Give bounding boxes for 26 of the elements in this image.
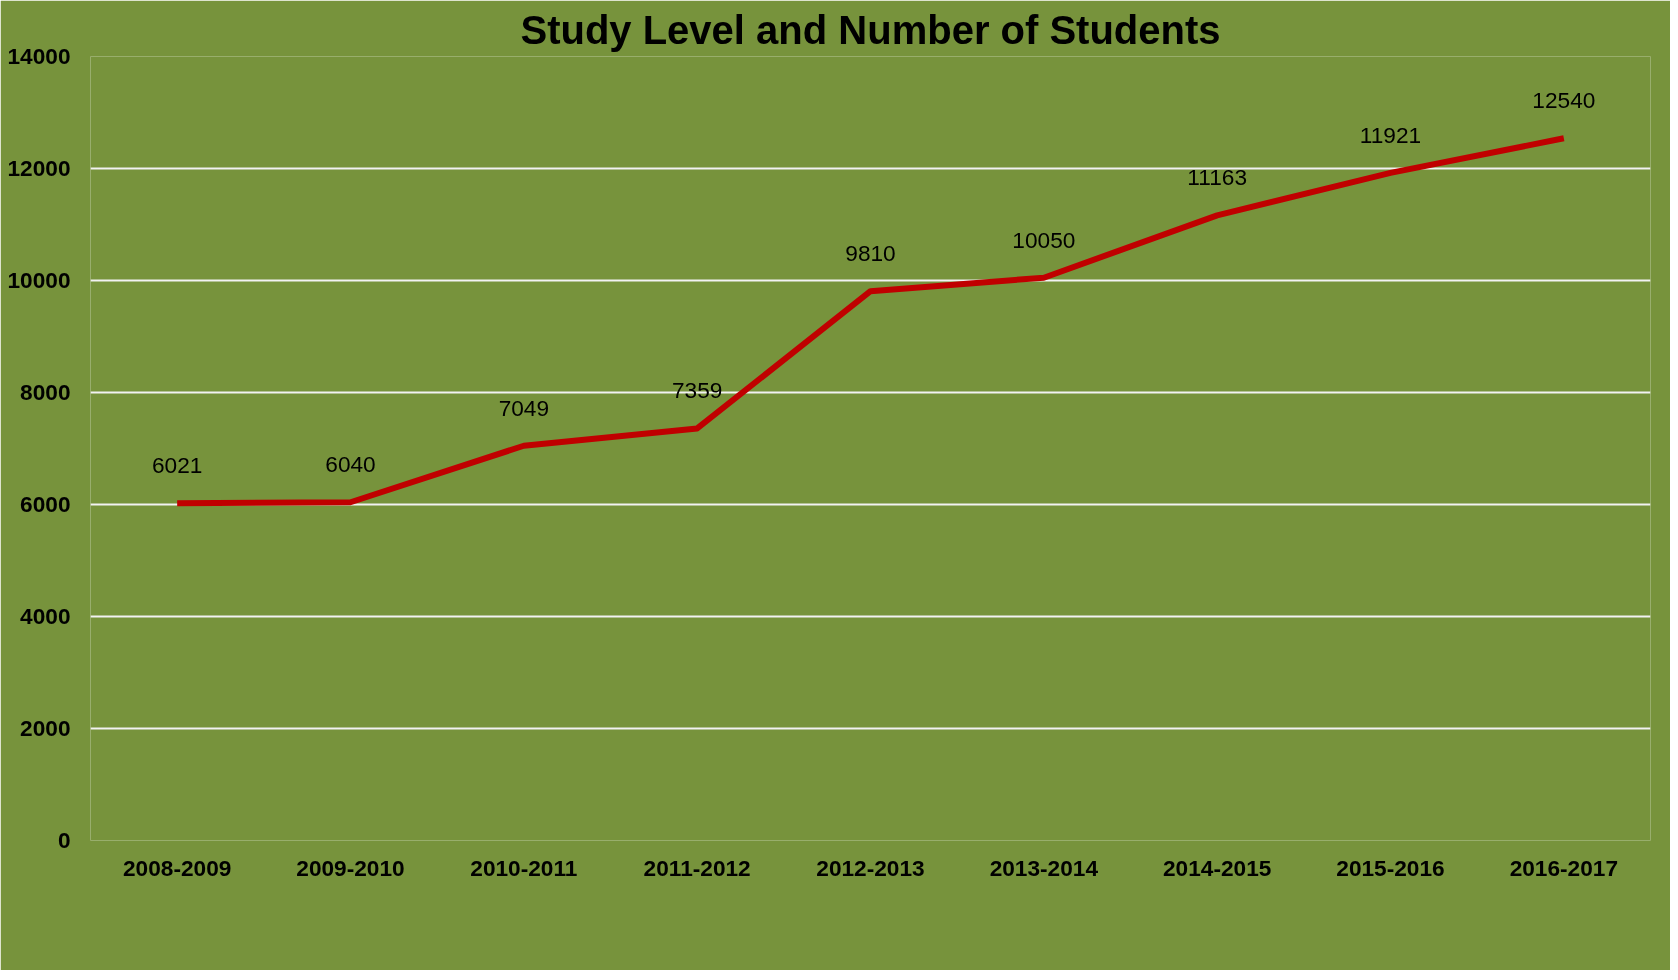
y-tick-label: 14000 <box>7 43 71 69</box>
y-tick-label: 8000 <box>20 379 71 405</box>
x-tick-label: 2014-2015 <box>1162 854 1272 881</box>
y-tick-label: 0 <box>57 827 71 853</box>
y-tick-label: 4000 <box>20 603 71 629</box>
chart-title: Study Level and Number of Students <box>520 7 1221 52</box>
y-tick-label: 12000 <box>7 155 71 181</box>
data-label: 11921 <box>1359 121 1422 148</box>
data-label: 11163 <box>1187 164 1247 191</box>
x-tick-label: 2012-2013 <box>816 854 925 881</box>
y-tick-label: 10000 <box>7 267 71 293</box>
x-tick-label: 2015-2016 <box>1336 854 1445 881</box>
x-tick-label: 2016-2017 <box>1509 854 1619 881</box>
data-label: 7049 <box>498 394 550 421</box>
x-tick-label: 2011-2012 <box>643 854 751 881</box>
data-label: 6040 <box>325 451 376 478</box>
x-tick-label: 2013-2014 <box>989 854 1099 881</box>
x-tick-label: 2010-2011 <box>470 854 578 881</box>
data-label: 6021 <box>151 452 203 479</box>
data-label: 9810 <box>845 240 896 267</box>
data-label: 10050 <box>1012 226 1076 253</box>
y-tick-label: 6000 <box>20 491 71 517</box>
data-label: 12540 <box>1532 87 1596 114</box>
y-tick-label: 2000 <box>20 715 71 741</box>
x-tick-label: 2008-2009 <box>122 854 232 881</box>
x-tick-label: 2009-2010 <box>296 854 405 881</box>
